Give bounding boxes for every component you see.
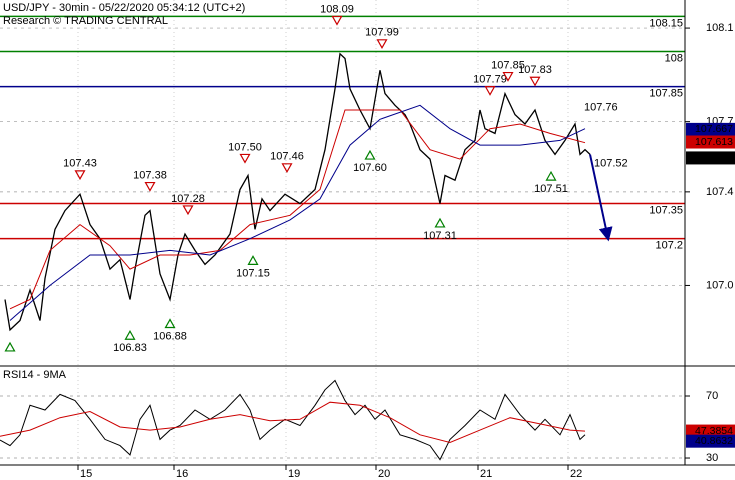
last-value-box [686, 151, 735, 165]
level-label: 108 [665, 52, 683, 64]
high-label: 108.09 [320, 3, 354, 15]
high-marker [74, 170, 86, 181]
low-marker [124, 330, 136, 340]
x-tick-label: 19 [288, 468, 300, 480]
low-marker [434, 217, 446, 228]
y-tick-label: 70 [706, 390, 718, 402]
last-value-box [686, 434, 735, 448]
high-label: 107.85 [491, 59, 525, 71]
series-line [0, 379, 586, 461]
low-marker [247, 255, 259, 265]
chart-subtitle: Research © TRADING CENTRAL [3, 15, 168, 27]
last-value-label: 107.545 [695, 152, 733, 164]
high-label: 107.79 [473, 74, 507, 86]
low-marker [364, 149, 376, 160]
low-label: 106.88 [153, 330, 187, 342]
high-label: 107.99 [365, 27, 399, 39]
low-marker [164, 318, 176, 329]
plot [0, 52, 591, 461]
low-label: 107.60 [353, 162, 387, 174]
grid [0, 0, 685, 465]
high-marker [502, 71, 514, 82]
series-line [4, 52, 591, 332]
last-value-label: 47.3854 [695, 425, 733, 437]
high-label: 107.28 [171, 193, 205, 205]
y-tick-label: 108.1 [706, 22, 734, 34]
high-marker [144, 181, 156, 192]
forecast-arrow [589, 154, 613, 242]
x-tick-label: 21 [480, 468, 492, 480]
high-marker [529, 76, 541, 87]
x-tick-label: 22 [570, 468, 582, 480]
low-label: 107.51 [534, 183, 568, 195]
high-label: 107.46 [270, 151, 304, 163]
high-marker [239, 153, 251, 164]
series-line [9, 109, 586, 310]
level-label: 107.35 [649, 204, 683, 216]
low-marker [4, 341, 16, 352]
last-value-box [686, 135, 735, 149]
low-marker [545, 170, 557, 181]
x-tick-label: 16 [176, 468, 188, 480]
high-label: 107.83 [518, 64, 552, 76]
low-label: 107.15 [236, 267, 270, 279]
y-tick-label: 30 [706, 452, 718, 464]
last-value-label: 40.8632 [695, 435, 733, 447]
x-tick-label: 15 [80, 468, 92, 480]
high-marker [484, 86, 496, 96]
y-tick-label: 107.4 [706, 186, 734, 198]
last-value-box [686, 424, 735, 438]
price-note: 107.76 [584, 102, 618, 114]
series-line [0, 401, 586, 444]
last-value-label: 107.667 [695, 123, 733, 135]
high-marker [182, 205, 194, 216]
high-label: 107.43 [63, 158, 97, 170]
chart-title: USD/JPY - 30min - 05/22/2020 05:34:12 (U… [3, 2, 245, 14]
y-tick-label: 107.0 [706, 279, 734, 291]
low-label: 107.31 [423, 230, 457, 242]
high-marker [281, 163, 293, 174]
level-label: 107.85 [649, 87, 683, 99]
last-value-box [686, 122, 735, 136]
high-label: 107.38 [133, 169, 167, 181]
low-label: 106.83 [113, 342, 147, 354]
rsi-title: RSI14 - 9MA [3, 369, 67, 381]
high-marker [376, 39, 388, 50]
level-label: 108.15 [649, 17, 683, 29]
high-label: 107.50 [228, 141, 262, 153]
series-line [9, 104, 586, 321]
level-label: 107.2 [655, 240, 683, 252]
high-marker [331, 15, 343, 26]
last-value-label: 107.613 [695, 136, 733, 148]
x-tick-label: 20 [378, 468, 390, 480]
price-note: 107.52 [594, 158, 628, 170]
